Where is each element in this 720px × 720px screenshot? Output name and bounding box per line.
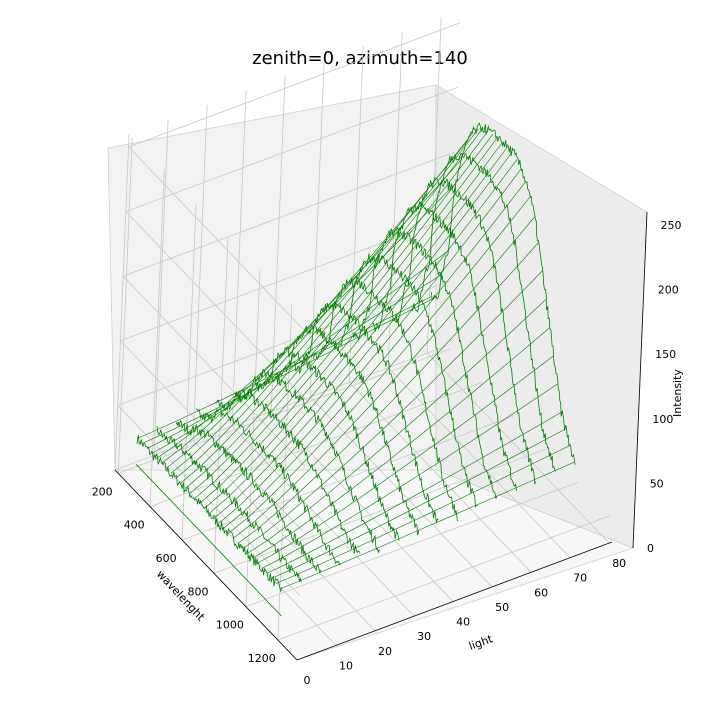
x-tick-label: 1000 <box>216 619 244 632</box>
wire-cross-line <box>141 296 437 444</box>
x-tick-label: 1200 <box>248 652 276 665</box>
wire-cross-line <box>242 270 543 549</box>
grid-floor-x-3 <box>213 448 546 574</box>
grid-line-y-3 <box>231 90 247 427</box>
y-tick-label: 80 <box>612 557 626 570</box>
grid-line-x-5 <box>277 304 293 641</box>
y-tick-label: 10 <box>339 659 353 672</box>
series-line-light-13 <box>391 177 537 486</box>
wire-cross-line <box>189 133 494 494</box>
grid-line-y-5 <box>309 60 325 397</box>
wire-cross-line <box>252 327 551 559</box>
wire-cross-line <box>170 132 474 474</box>
series-line-light-6 <box>254 346 400 541</box>
grid-floor-x-4 <box>245 482 578 608</box>
grid-line-x-0 <box>117 137 133 474</box>
x-tick-label: 200 <box>92 485 113 498</box>
grid-line-y-7 <box>387 31 403 368</box>
grid-line-y-2 <box>192 104 208 441</box>
wire-cross-line <box>218 168 522 524</box>
grid-line-y-1 <box>153 119 169 456</box>
wire-cross-line <box>223 181 527 529</box>
y-tick-label: 50 <box>495 601 509 614</box>
grid-floor-x-0 <box>118 348 451 474</box>
wire-cross-line <box>247 298 547 554</box>
grid-floor-y-7 <box>387 367 571 559</box>
wire-cross-line <box>208 151 513 514</box>
wire-cross-line <box>161 158 463 464</box>
series-line-light-14 <box>411 153 556 472</box>
y-tick-label: 60 <box>534 586 548 599</box>
wire-cross-line <box>275 445 571 584</box>
grid-line-x-1 <box>149 170 165 507</box>
y-tick-label: 70 <box>573 572 587 585</box>
grid-line-x-3 <box>213 237 229 574</box>
y-tick-label: 30 <box>417 630 431 643</box>
y-tick-label: 0 <box>304 674 311 687</box>
wire-cross-line <box>184 130 489 489</box>
y-axis <box>296 541 613 661</box>
series-line-light-7 <box>274 324 420 536</box>
series-line-light-8 <box>293 302 439 523</box>
y-axis-label: light <box>467 632 495 653</box>
z-tick-label: 100 <box>652 413 673 426</box>
grid-floor-x-5 <box>277 515 610 641</box>
grid-floor-x-1 <box>150 382 482 508</box>
z-tick-label: 150 <box>655 348 676 361</box>
wireframe-surface <box>135 122 576 617</box>
x-tick-label: 400 <box>124 519 145 532</box>
wire-cross-line <box>204 146 508 509</box>
wire-cross-line <box>156 182 457 459</box>
grid-line-x-2 <box>181 204 197 540</box>
grid-floor-y-4 <box>270 411 454 602</box>
wire-cross-line <box>180 127 484 484</box>
z-tick-labels: 0 50 100 150 200 250 <box>647 219 682 555</box>
x-tick-label: 600 <box>156 552 177 565</box>
series-line-light-11 <box>352 226 498 499</box>
x-tick-label: 800 <box>188 585 209 598</box>
wire-cross-line <box>175 128 479 479</box>
z-axis <box>632 211 648 549</box>
z-tick-label: 50 <box>650 477 664 490</box>
wire-cross-line <box>237 242 539 544</box>
wire-cross-line <box>199 141 503 504</box>
wire-cross-line <box>256 355 554 564</box>
wire-cross-line <box>280 461 575 589</box>
grid-floor-y-8 <box>426 352 610 544</box>
x-tick-labels: 200 400 600 800 1000 1200 <box>92 485 276 665</box>
x-axis <box>114 469 298 661</box>
chart-title: zenith=0, azimuth=140 <box>252 48 468 69</box>
grid-line-y-8 <box>426 17 442 354</box>
wire-cross-line <box>194 136 499 499</box>
surface-edge-line <box>135 464 282 617</box>
y-tick-label: 20 <box>378 645 392 658</box>
wire-cross-line <box>151 250 449 454</box>
y-tick-label: 40 <box>456 616 470 629</box>
wire-cross-line <box>266 412 562 574</box>
z-axis-label: Intensity <box>671 369 684 417</box>
wire-cross-line <box>271 428 566 579</box>
x-axis-line <box>114 469 298 661</box>
grid-line-x-4 <box>245 270 261 607</box>
z-tick-label: 250 <box>661 219 682 232</box>
grid-floor-x-2 <box>181 415 514 541</box>
z-tick-label: 0 <box>647 542 654 555</box>
z-axis-line <box>632 211 648 549</box>
y-tick-labels: 0 10 20 30 40 50 60 70 80 <box>304 557 627 687</box>
grid-floor-y-3 <box>231 425 415 617</box>
wire-cross-line <box>261 383 558 569</box>
z-tick-label: 200 <box>658 284 679 297</box>
grid-lines <box>114 17 610 661</box>
wire-cross-line <box>232 216 535 539</box>
grid-line-y-4 <box>270 75 286 412</box>
grid-line-y-0 <box>114 134 130 470</box>
wire-cross-line <box>213 159 518 519</box>
y-axis-line <box>296 541 613 661</box>
wire-cross-line <box>228 196 531 534</box>
wire-cross-line <box>165 140 468 469</box>
